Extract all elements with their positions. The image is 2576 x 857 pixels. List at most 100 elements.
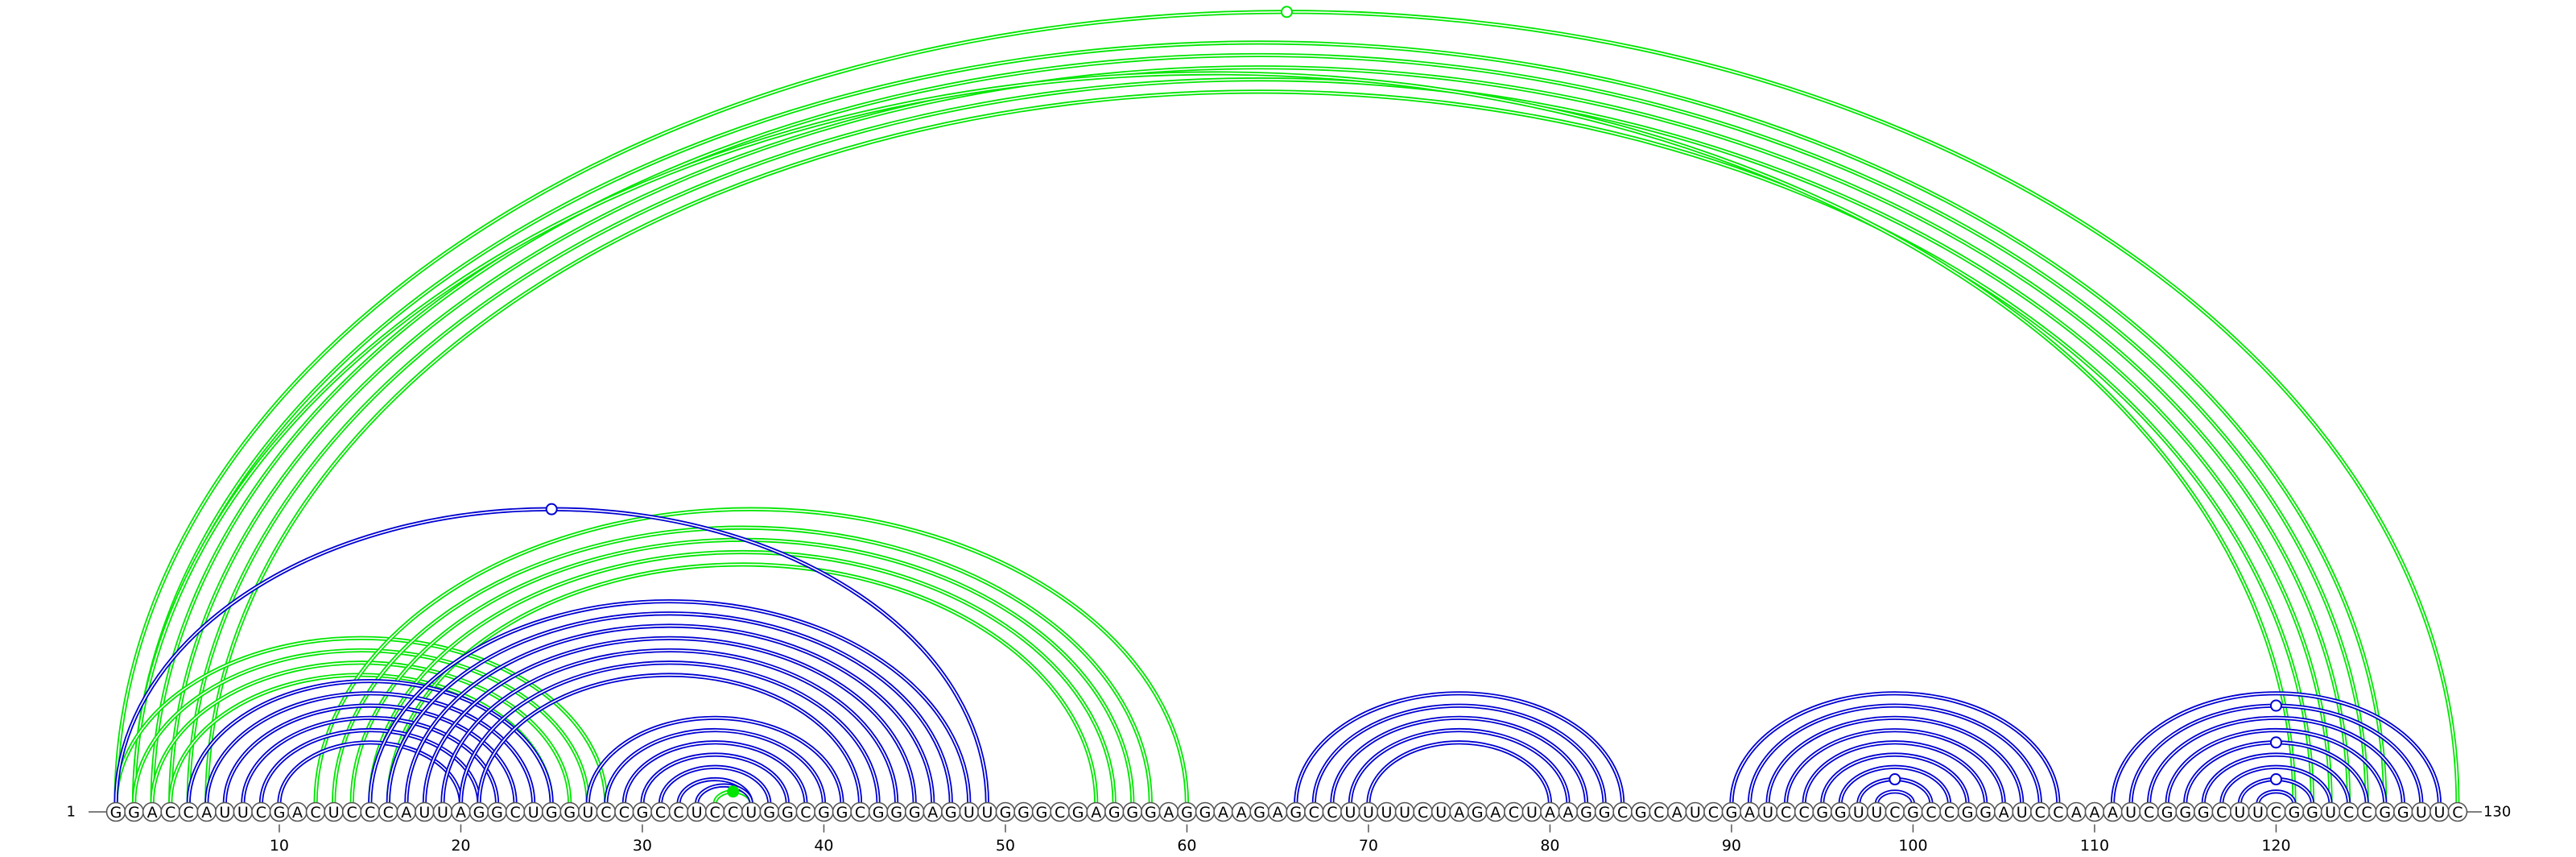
lower-arc-gap-27-41: [587, 717, 843, 805]
nucleotide-100: G: [1903, 801, 1923, 822]
nucleotide-79: U: [1521, 801, 1542, 822]
open-marker-112-128: [2269, 699, 2282, 712]
nucleotide-84: C: [1612, 801, 1633, 822]
lower-arc-gap-66-84: [1294, 693, 1624, 805]
nucleotide-63: A: [1231, 801, 1252, 822]
nucleotide-114: G: [2157, 801, 2178, 822]
nucleotide-letter: C: [1617, 804, 1628, 822]
lower-arc-gap-91-107: [1748, 705, 2041, 805]
nucleotide-letter: C: [1799, 804, 1810, 822]
nucleotide-66: G: [1286, 801, 1307, 822]
nucleotide-letter: G: [2161, 804, 2174, 822]
nucleotide-letter: U: [2416, 804, 2427, 822]
nucleotide-3: A: [142, 801, 163, 822]
upper-arc-gap-2-27: [133, 649, 589, 805]
upper-arc-gap-6-122: [205, 91, 2314, 805]
nucleotide-letter: G: [1072, 804, 1084, 822]
nucleotide-letter: G: [2397, 804, 2409, 822]
sequence-start-label: 1: [67, 804, 76, 821]
nucleotide-letter: C: [2144, 804, 2154, 822]
lower-arc-gap-116-124: [2202, 754, 2350, 805]
lower-arc-70-80: [1366, 740, 1553, 805]
nucleotide-letter: G: [1726, 804, 1738, 822]
nucleotide-44: G: [886, 801, 906, 822]
nucleotide-letter: G: [1962, 804, 1974, 822]
nucleotide-letter: G: [1290, 804, 1302, 822]
nucleotide-91: A: [1740, 801, 1760, 822]
nucleotide-letter: C: [800, 804, 811, 822]
nucleotide-letter: C: [347, 804, 357, 822]
nucleotide-121: G: [2284, 801, 2305, 822]
nucleotide-36: U: [741, 801, 762, 822]
nucleotide-12: C: [305, 801, 326, 822]
axis-tick-110: 110: [2080, 824, 2109, 855]
nucleotide-letter: C: [2452, 804, 2462, 822]
nucleotide-letter: G: [1907, 804, 1919, 822]
nucleotide-letter: G: [637, 804, 649, 822]
nucleotide-letter: G: [818, 804, 830, 822]
axis-tick-40: 40: [814, 824, 834, 855]
nucleotide-31: C: [650, 801, 671, 822]
lower-arc-gap-10-20: [279, 742, 462, 805]
upper-arc-gap-2-121: [133, 72, 2295, 805]
nucleotide-40: G: [814, 801, 834, 822]
nucleotide-28: C: [596, 801, 617, 822]
nucleotide-106: U: [2012, 801, 2033, 822]
lower-arc-gap-18-45: [423, 637, 915, 805]
nucleotide-88: U: [1685, 801, 1706, 822]
nucleotide-letter: A: [1273, 804, 1283, 822]
nucleotide-43: G: [868, 801, 889, 822]
nucleotide-letter: C: [1708, 804, 1719, 822]
lower-arc-gap-114-126: [2166, 729, 2386, 805]
axis-tick-90: 90: [1722, 824, 1741, 855]
nucleotide-8: U: [233, 801, 254, 822]
nucleotide-5: C: [178, 801, 199, 822]
nucleotide-73: C: [1413, 801, 1433, 822]
nucleotide-82: G: [1576, 801, 1596, 822]
nucleotide-letter: C: [619, 804, 630, 822]
lower-arc-gap-5-25: [188, 680, 552, 805]
nucleotide-letter: U: [328, 804, 340, 822]
nucleotide-letter: G: [1835, 804, 1847, 822]
nucleotide-letter: U: [1690, 804, 1701, 822]
nucleotide-letter: A: [201, 804, 212, 822]
nucleotide-26: G: [559, 801, 580, 822]
nucleotide-47: G: [941, 801, 961, 822]
nucleotide-118: U: [2230, 801, 2250, 822]
nucleotide-62: A: [1213, 801, 1233, 822]
lower-arc-gap-6-24: [205, 693, 535, 805]
nucleotide-33: U: [687, 801, 707, 822]
lower-arc-gap-115-125: [2184, 742, 2368, 805]
axis-tick-10: 10: [270, 824, 289, 855]
nucleotide-letter: U: [1344, 804, 1356, 822]
open-marker-1-49: [545, 503, 558, 515]
open-marker-1-130: [1280, 6, 1293, 19]
nucleotide-6: A: [196, 801, 217, 822]
upper-arc-2-126: [131, 40, 2388, 805]
nucleotide-letter: G: [491, 804, 503, 822]
nucleotide-letter: U: [1762, 804, 1773, 822]
nucleotide-letter: C: [2053, 804, 2063, 822]
nucleotide-letter: A: [1563, 804, 1574, 822]
nucleotide-letter: G: [1181, 804, 1193, 822]
nucleotide-letter: C: [2216, 804, 2227, 822]
nucleotide-letter: U: [528, 804, 539, 822]
nucleotide-letter: G: [110, 804, 122, 822]
tick-label: 30: [633, 837, 652, 855]
nucleotide-24: U: [523, 801, 543, 822]
nucleotide-letter: A: [2089, 804, 2099, 822]
nucleotide-letter: C: [2343, 804, 2354, 822]
nucleotide-letter: A: [292, 804, 303, 822]
nucleotide-15: C: [360, 801, 381, 822]
nucleotide-112: U: [2120, 801, 2141, 822]
nucleotide-letter: C: [2271, 804, 2281, 822]
nucleotide-104: G: [1975, 801, 1996, 822]
nucleotide-96: G: [1830, 801, 1851, 822]
nucleotide-94: C: [1794, 801, 1814, 822]
upper-arc-gap-5-123: [188, 78, 2331, 805]
lower-arc-gap-8-22: [242, 717, 498, 805]
nucleotide-68: C: [1322, 801, 1343, 822]
nucleotide-81: A: [1558, 801, 1579, 822]
nucleotide-letter: C: [1509, 804, 1519, 822]
tick-label: 70: [1359, 837, 1378, 855]
